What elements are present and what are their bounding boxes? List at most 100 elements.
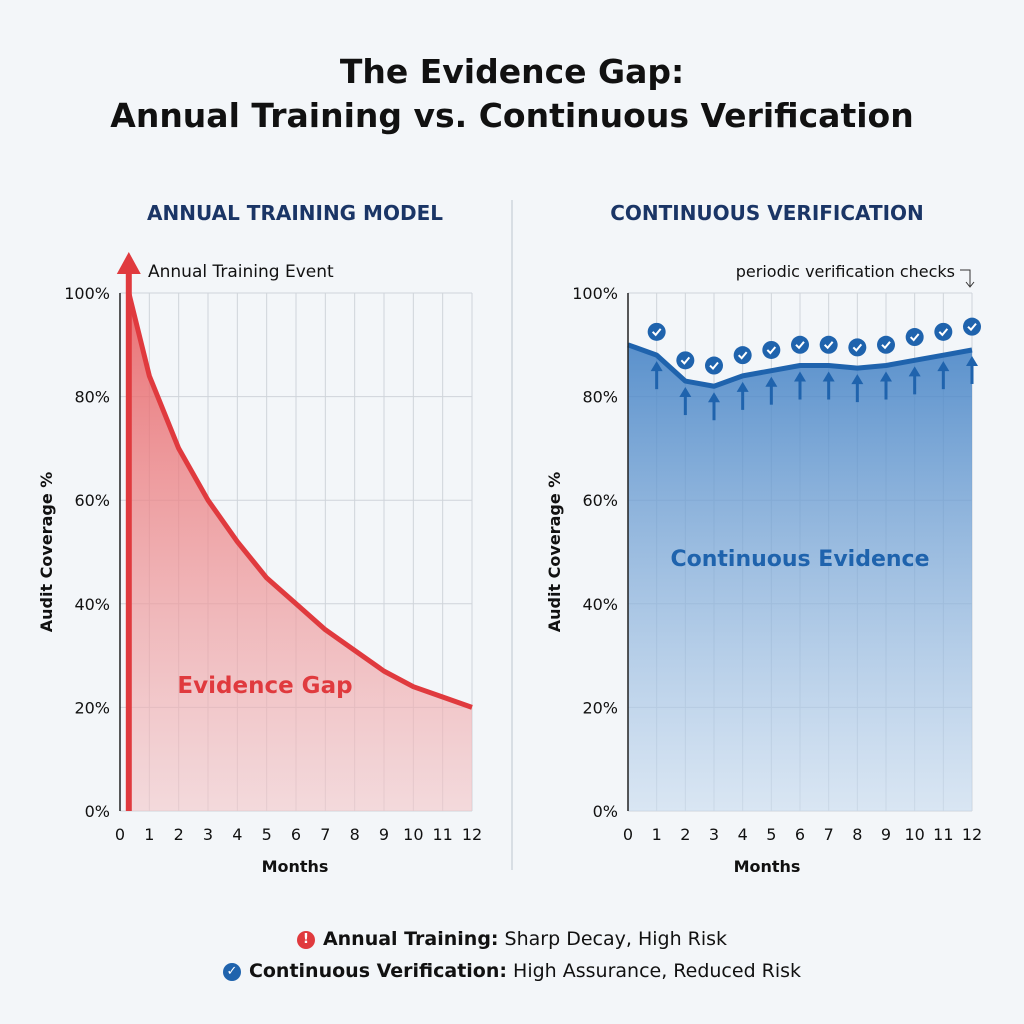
- annotation-pointer: [960, 269, 975, 288]
- check-arrow-head: [880, 371, 892, 382]
- x-tick-label: 2: [680, 825, 690, 844]
- legend-text: High Assurance, Reduced Risk: [507, 960, 802, 982]
- x-tick-label: 8: [350, 825, 360, 844]
- x-tick-label: 1: [144, 825, 154, 844]
- check-marker: [934, 322, 953, 341]
- x-tick-label: 6: [291, 825, 301, 844]
- x-tick-label: 1: [652, 825, 662, 844]
- x-tick-label: 0: [623, 825, 633, 844]
- check-marker: [877, 335, 895, 354]
- x-tick-label: 4: [738, 825, 748, 844]
- x-tick-label: 10: [904, 825, 924, 844]
- alert-icon: !: [296, 930, 315, 949]
- check-icon: [709, 361, 719, 371]
- series-line: [126, 292, 473, 710]
- y-tick-label: 100%: [572, 284, 618, 303]
- x-tick-label: 10: [403, 825, 423, 844]
- y-tick-label: 0%: [593, 802, 618, 821]
- x-tick-label: 8: [852, 825, 862, 844]
- title-line-1: The Evidence Gap:: [339, 52, 685, 91]
- evidence-gap-label: Evidence Gap: [177, 673, 352, 699]
- check-icon: [881, 341, 891, 350]
- check-arrow-head: [679, 387, 692, 398]
- series-area: [128, 293, 473, 811]
- check-icon: [823, 341, 834, 350]
- legend-bold: Annual Training:: [322, 928, 499, 950]
- x-tick-label: 2: [174, 825, 184, 844]
- x-tick-label: 3: [709, 825, 719, 844]
- check-marker: [819, 335, 838, 354]
- check-marker: [905, 328, 924, 347]
- check-marker: [676, 351, 695, 370]
- event-label: Annual Training Event: [148, 262, 334, 282]
- x-axis-label: Months: [734, 857, 801, 876]
- check-icon: [651, 328, 662, 337]
- y-tick-label: 20%: [74, 698, 110, 717]
- title-line-2: Annual Training vs. Continuous Verificat…: [110, 96, 914, 135]
- y-tick-label: 60%: [582, 491, 618, 510]
- legend-bold: Continuous Verification:: [248, 960, 507, 982]
- check-arrow-head: [822, 371, 835, 382]
- x-tick-label: 7: [824, 825, 834, 844]
- x-tick-label: 9: [379, 825, 389, 844]
- y-tick-label: 100%: [64, 284, 110, 303]
- x-tick-label: 7: [320, 825, 330, 844]
- event-arrow-head: [116, 252, 141, 274]
- check-arrow-head: [851, 374, 864, 385]
- check-icon: [737, 351, 748, 360]
- check-icon: [766, 346, 777, 355]
- y-tick-label: 80%: [74, 388, 110, 407]
- check-icon: [938, 328, 949, 337]
- check-icon: [795, 341, 805, 350]
- check-marker: [705, 356, 723, 375]
- y-tick-label: 80%: [582, 388, 618, 407]
- y-tick-label: 40%: [74, 595, 110, 614]
- x-tick-label: 0: [115, 825, 125, 844]
- check-arrow-head: [736, 381, 749, 392]
- check-marker: [762, 340, 781, 359]
- x-tick-label: 5: [766, 825, 776, 844]
- y-axis-label: Audit Coverage %: [545, 472, 564, 633]
- x-tick-label: 11: [933, 825, 953, 844]
- y-tick-label: 20%: [582, 698, 618, 717]
- check-icon: [909, 333, 920, 342]
- check-arrow-head: [794, 371, 806, 382]
- legend-annual: ! Annual Training: Sharp Decay, High Risk: [0, 928, 1024, 950]
- check-arrow-head: [708, 392, 720, 403]
- x-tick-label: 5: [262, 825, 272, 844]
- check-icon: [967, 323, 977, 332]
- series-line: [627, 342, 973, 389]
- check-arrow-head: [765, 376, 778, 387]
- check-marker: [647, 322, 666, 341]
- x-tick-label: 3: [203, 825, 213, 844]
- legend-text: Sharp Decay, High Risk: [498, 928, 728, 950]
- y-tick-label: 0%: [85, 802, 110, 821]
- x-tick-label: 11: [432, 825, 452, 844]
- series-area: [628, 344, 972, 811]
- continuous-evidence-label: Continuous Evidence: [670, 547, 929, 572]
- checks-annotation: periodic verification checks: [736, 262, 955, 281]
- check-marker: [733, 346, 752, 365]
- x-axis-label: Months: [262, 857, 329, 876]
- check-arrow-head: [650, 361, 663, 372]
- panel-title: ANNUAL TRAINING MODEL: [147, 201, 443, 225]
- x-tick-label: 6: [795, 825, 805, 844]
- x-tick-label: 12: [462, 825, 482, 844]
- check-marker: [963, 317, 981, 336]
- check-arrow-head: [937, 361, 950, 372]
- check-marker: [791, 335, 809, 354]
- check-arrow-head: [966, 355, 978, 366]
- x-tick-label: 12: [962, 825, 982, 844]
- x-tick-label: 9: [881, 825, 891, 844]
- check-icon: [680, 356, 691, 365]
- check-arrow-head: [908, 366, 921, 377]
- y-axis-label: Audit Coverage %: [37, 472, 56, 633]
- panel-title: CONTINUOUS VERIFICATION: [610, 201, 924, 225]
- check-icon: [852, 343, 863, 352]
- y-tick-label: 40%: [582, 595, 618, 614]
- check-icon: ✓: [222, 962, 241, 981]
- x-tick-label: 4: [232, 825, 242, 844]
- y-tick-label: 60%: [74, 491, 110, 510]
